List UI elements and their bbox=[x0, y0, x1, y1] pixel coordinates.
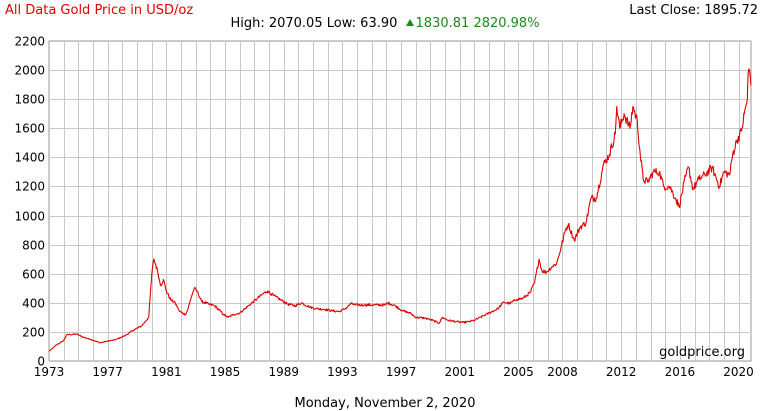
x-tick-label: 2012 bbox=[606, 365, 637, 379]
x-tick-label: 1981 bbox=[151, 365, 182, 379]
chart-date: Monday, November 2, 2020 bbox=[294, 396, 476, 411]
x-tick-label: 1989 bbox=[268, 365, 299, 379]
y-tick-label: 0 bbox=[37, 355, 45, 369]
watermark: goldprice.org bbox=[659, 345, 745, 360]
x-tick-label: 1973 bbox=[34, 365, 65, 379]
chart-title: All Data Gold Price in USD/oz bbox=[5, 3, 194, 18]
plot-area bbox=[48, 40, 752, 362]
up-arrow-icon bbox=[405, 19, 414, 26]
low-label: Low: bbox=[326, 16, 357, 31]
gridlines bbox=[49, 41, 751, 362]
y-tick-label: 200 bbox=[22, 326, 45, 340]
price-line bbox=[48, 68, 752, 352]
y-tick-label: 1800 bbox=[14, 93, 45, 107]
y-tick-label: 2000 bbox=[14, 64, 45, 78]
high-label: High: bbox=[230, 16, 265, 31]
y-tick-label: 1400 bbox=[14, 151, 45, 165]
x-tick-label: 2020 bbox=[723, 365, 754, 379]
low-value: 63.90 bbox=[360, 16, 398, 31]
x-axis-ticks: 1973 1977 1981 1985 1989 1993 1997 2001 2005 2008… bbox=[34, 365, 754, 379]
y-tick-label: 1000 bbox=[14, 210, 45, 224]
x-tick-label: 1985 bbox=[210, 365, 241, 379]
y-tick-label: 800 bbox=[22, 239, 45, 253]
y-tick-label: 600 bbox=[22, 268, 45, 282]
x-tick-label: 2008 bbox=[547, 365, 578, 379]
last-close: Last Close: 1895.72 bbox=[629, 3, 758, 18]
high-value: 2070.05 bbox=[268, 16, 323, 31]
y-tick-label: 1200 bbox=[14, 180, 45, 194]
x-tick-label: 2005 bbox=[503, 365, 534, 379]
last-close-value: 1895.72 bbox=[704, 3, 758, 18]
change-percent: 2820.98% bbox=[473, 16, 540, 31]
x-tick-label: 2016 bbox=[665, 365, 696, 379]
price-stats: High: 2070.05 Low: 63.90 1830.81 2820.98… bbox=[0, 16, 770, 31]
y-axis-ticks: 0 200 400 600 800 1000 1200 1400 1600 1800 2000 220… bbox=[14, 35, 45, 369]
change-value: 1830.81 bbox=[415, 16, 470, 31]
x-tick-label: 1993 bbox=[327, 365, 358, 379]
y-tick-label: 2200 bbox=[14, 35, 45, 49]
last-close-label: Last Close: bbox=[629, 3, 701, 18]
y-tick-label: 1600 bbox=[14, 122, 45, 136]
x-tick-label: 2001 bbox=[445, 365, 476, 379]
x-tick-label: 1997 bbox=[386, 365, 417, 379]
y-tick-label: 400 bbox=[22, 297, 45, 311]
x-tick-label: 1977 bbox=[92, 365, 123, 379]
